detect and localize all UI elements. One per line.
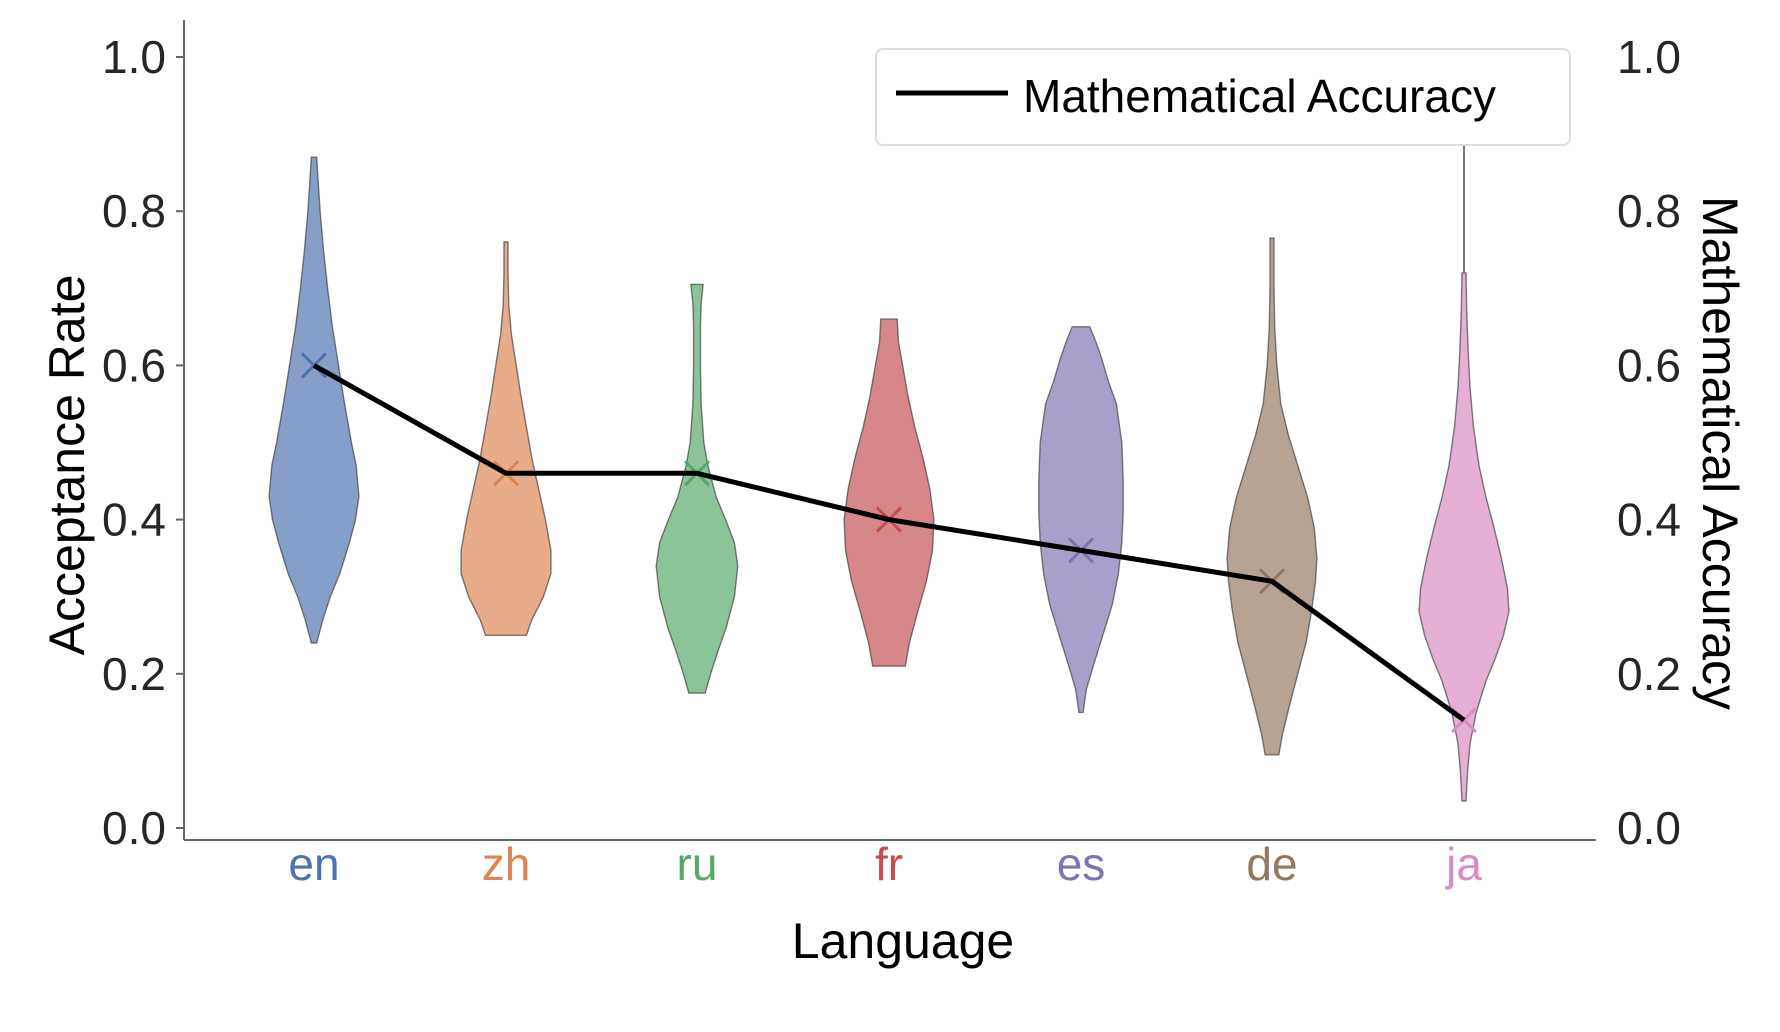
left-tick-label: 0.0 <box>102 802 166 854</box>
x-tick-label-ja: ja <box>1444 838 1482 890</box>
violin-ja <box>1418 272 1510 802</box>
left-tick-label: 0.2 <box>102 648 166 700</box>
legend: Mathematical Accuracy <box>875 48 1571 146</box>
x-tick-label-zh: zh <box>482 838 531 890</box>
x-tick-label-de: de <box>1246 838 1297 890</box>
violin-fr <box>843 318 935 667</box>
x-axis-title: Language <box>792 913 1014 969</box>
right-tick-label: 0.2 <box>1617 648 1681 700</box>
x-tick-label-ru: ru <box>677 838 718 890</box>
y2-axis-title: Mathematical Accuracy <box>1692 196 1748 710</box>
left-tick-label: 0.8 <box>102 185 166 237</box>
right-tick-label: 0.6 <box>1617 339 1681 391</box>
x-tick-label-es: es <box>1057 838 1106 890</box>
y-axis-title: Acceptance Rate <box>39 275 95 656</box>
x-ticks: en zh ru fr es de ja <box>288 838 1482 890</box>
violin-en <box>268 156 360 644</box>
left-tick-label: 0.6 <box>102 339 166 391</box>
x-tick-label-en: en <box>288 838 339 890</box>
right-tick-label: 0.4 <box>1617 494 1681 546</box>
left-tick-label: 1.0 <box>102 31 166 83</box>
legend-label: Mathematical Accuracy <box>1023 70 1496 122</box>
right-tick-label: 0.0 <box>1617 802 1681 854</box>
legend-box <box>875 48 1571 146</box>
x-tick-label-fr: fr <box>875 838 903 890</box>
violin-de <box>1226 237 1318 756</box>
violin-zh <box>460 241 552 636</box>
right-tick-label: 1.0 <box>1617 31 1681 83</box>
right-y-ticks: 0.0 0.2 0.4 0.6 0.8 1.0 <box>1617 31 1681 854</box>
left-tick-label: 0.4 <box>102 494 166 546</box>
violins-group <box>268 156 1510 802</box>
accuracy-line <box>312 363 1466 723</box>
right-tick-label: 0.8 <box>1617 185 1681 237</box>
left-y-ticks: 0.0 0.2 0.4 0.6 0.8 1.0 <box>102 31 184 854</box>
violin-es <box>1038 326 1124 714</box>
violin-ru <box>655 283 739 694</box>
